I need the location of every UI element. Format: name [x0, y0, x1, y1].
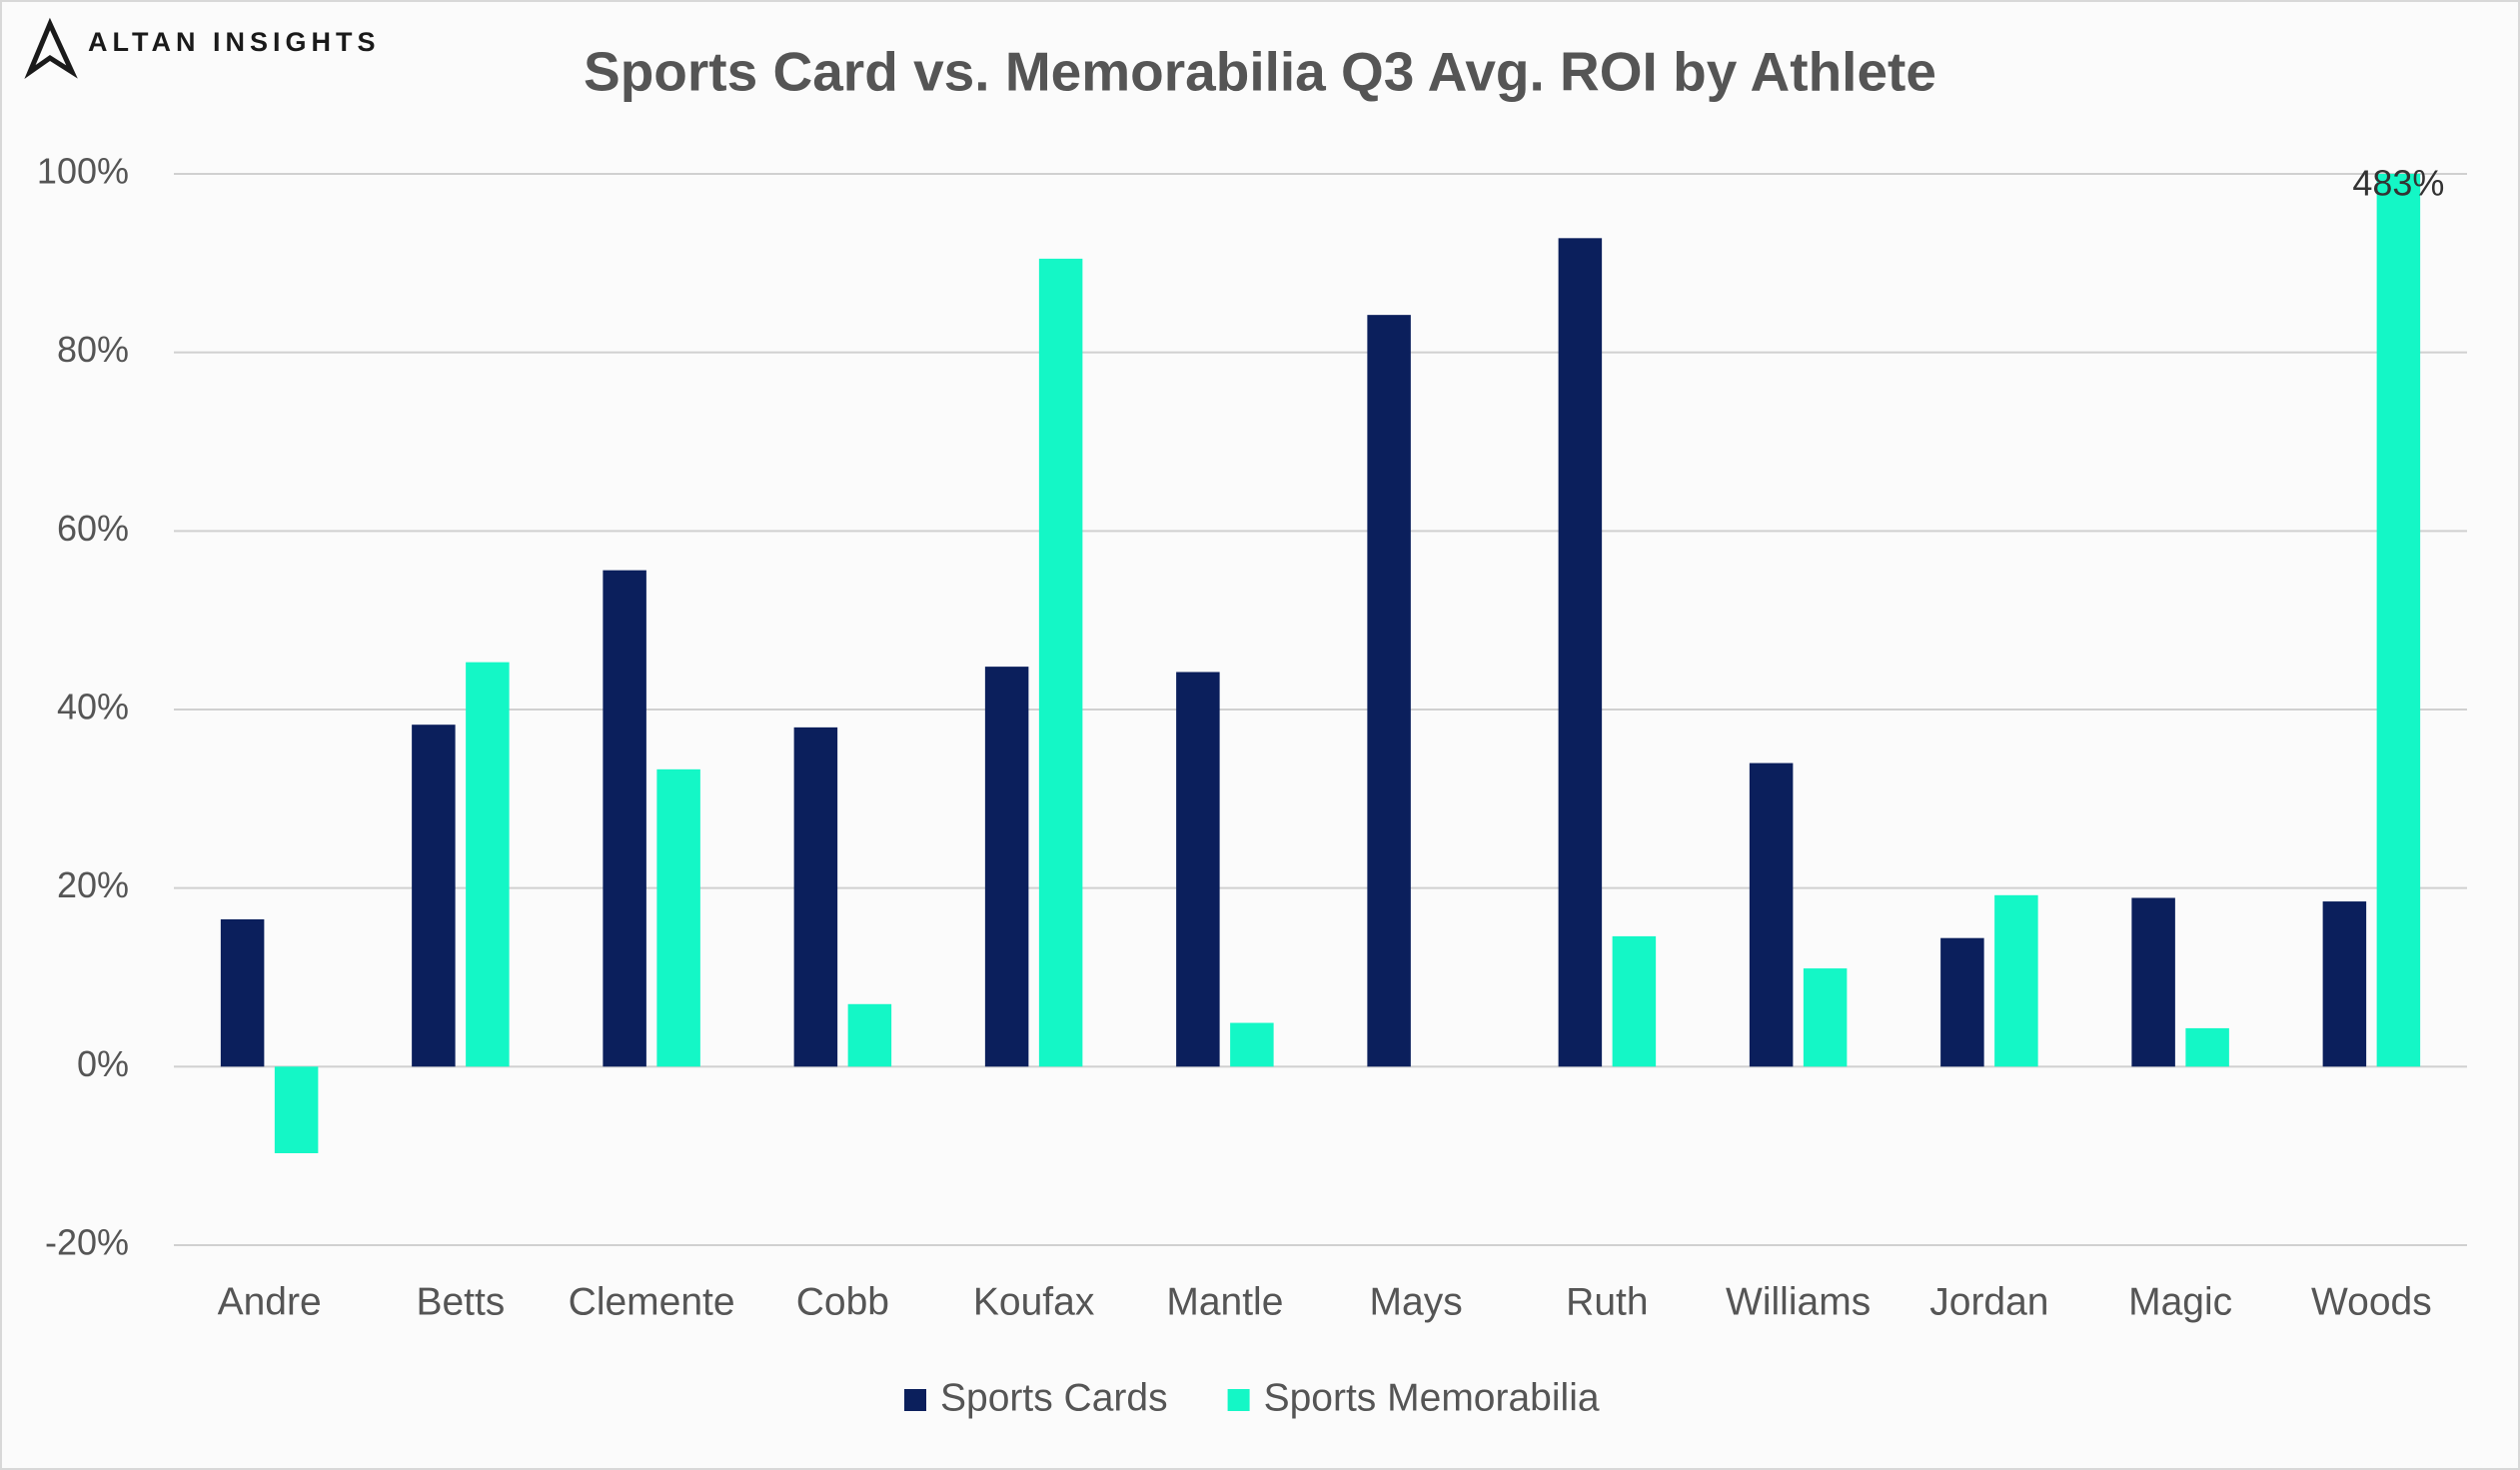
x-tick-label: Betts: [416, 1280, 505, 1323]
bar: [1940, 937, 1984, 1067]
logo-icon: [24, 17, 78, 79]
bar: [847, 1003, 892, 1067]
brand: ALTAN INSIGHTS: [88, 27, 381, 57]
y-tick-label: -20%: [45, 1222, 129, 1263]
bar: [1558, 238, 1603, 1067]
bar: [984, 667, 1029, 1067]
bar: [220, 918, 265, 1067]
bar: [466, 662, 510, 1067]
bar: [1038, 258, 1083, 1067]
bar: [2185, 1027, 2229, 1067]
value-label: 483%: [2352, 163, 2444, 204]
bar: [793, 727, 838, 1067]
bar: [412, 725, 456, 1067]
y-tick-label: 0%: [77, 1043, 129, 1084]
bars: [220, 174, 2421, 1153]
x-tick-label: Andre: [218, 1280, 322, 1323]
bar: [2376, 174, 2421, 1067]
legend-swatch: [1227, 1389, 1250, 1411]
bar: [656, 768, 700, 1067]
x-tick-label: Ruth: [1566, 1280, 1648, 1323]
y-tick-label: 100%: [37, 151, 129, 192]
legend-label: Sports Cards: [940, 1376, 1168, 1419]
bar: [2322, 901, 2367, 1067]
y-tick-label: 40%: [57, 687, 129, 728]
x-tick-label: Cobb: [796, 1280, 889, 1323]
bar: [603, 570, 646, 1067]
bar: [1612, 935, 1657, 1067]
x-tick-label: Koufax: [973, 1280, 1095, 1323]
y-tick-label: 20%: [57, 864, 129, 905]
x-tick-label: Clemente: [569, 1280, 735, 1323]
x-tick-label: Williams: [1726, 1280, 1871, 1323]
legend-swatch: [904, 1389, 926, 1411]
bar: [274, 1066, 319, 1153]
grid: [174, 173, 2467, 1246]
bar: [1994, 894, 2038, 1067]
x-tick-label: Jordan: [1929, 1280, 2048, 1323]
bar: [1803, 968, 1848, 1067]
y-tick-label: 80%: [57, 329, 129, 370]
x-tick-label: Woods: [2311, 1280, 2432, 1323]
y-tick-label: 60%: [57, 508, 129, 549]
x-tick-label: Magic: [2128, 1280, 2232, 1323]
chart-title: Sports Card vs. Memorabilia Q3 Avg. ROI …: [584, 41, 1936, 103]
x-tick-label: Mays: [1370, 1280, 1463, 1323]
bar: [1749, 762, 1794, 1067]
bar: [1230, 1022, 1274, 1067]
x-tick-label: Mantle: [1166, 1280, 1283, 1323]
bar: [2131, 897, 2175, 1067]
legend-label: Sports Memorabilia: [1264, 1376, 1600, 1419]
bar: [1176, 672, 1220, 1067]
bar: [1367, 315, 1411, 1067]
